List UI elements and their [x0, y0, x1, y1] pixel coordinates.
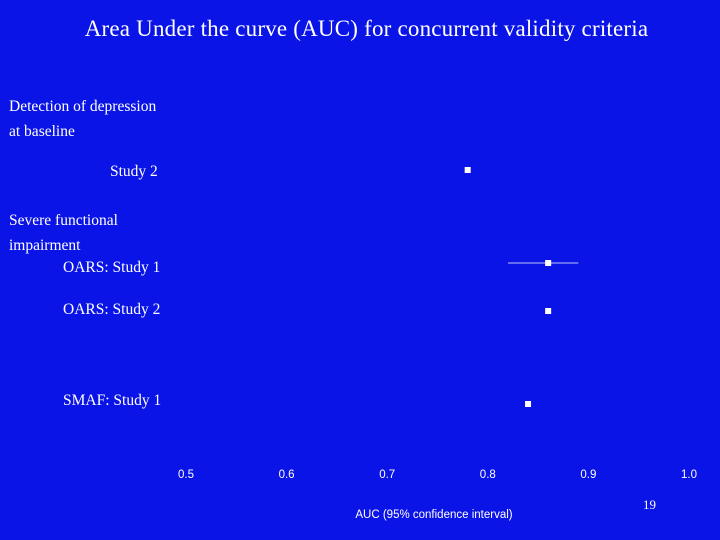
group-heading-impairment-line1: Severe functional: [9, 212, 118, 229]
x-tick-label: 0.6: [279, 469, 295, 481]
auc-point-marker: [545, 260, 552, 266]
plot-marks: [464, 167, 579, 407]
x-axis-ticks: 0.5 0.6 0.7 0.8 0.9 1.0: [178, 469, 697, 481]
x-axis-label: AUC (95% confidence interval): [355, 509, 512, 521]
slide-title: Area Under the curve (AUC) for concurren…: [84, 16, 649, 41]
x-tick-label: 1.0: [681, 469, 697, 481]
group-heading-depression-line2: at baseline: [9, 123, 75, 140]
row-label-study2: Study 2: [110, 163, 158, 180]
row-label-smaf-study1: SMAF: Study 1: [63, 392, 162, 409]
group-heading-depression-line1: Detection of depression: [9, 98, 157, 115]
auc-point-marker: [545, 308, 552, 314]
row-label-oars-study1: OARS: Study 1: [63, 259, 161, 276]
auc-point-marker: [525, 401, 532, 407]
auc-point-marker: [464, 167, 471, 173]
x-tick-label: 0.7: [379, 469, 395, 481]
row-label-oars-study2: OARS: Study 2: [63, 301, 161, 318]
x-tick-label: 0.9: [580, 469, 596, 481]
x-tick-label: 0.5: [178, 469, 194, 481]
x-tick-label: 0.8: [480, 469, 496, 481]
group-heading-impairment-line2: impairment: [9, 237, 81, 254]
page-number: 19: [643, 497, 656, 512]
